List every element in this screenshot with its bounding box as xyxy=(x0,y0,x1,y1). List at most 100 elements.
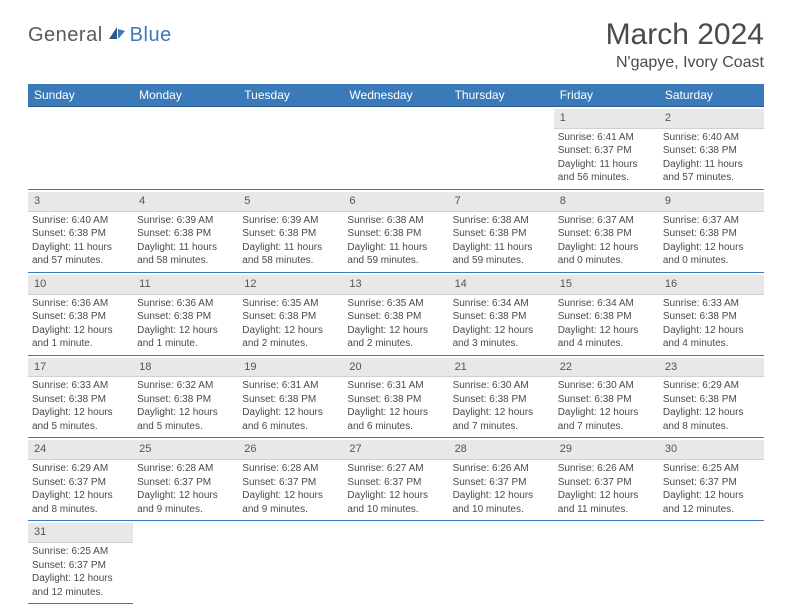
sunrise-text: Sunrise: 6:26 AM xyxy=(453,462,550,476)
weekday-header: Friday xyxy=(554,84,659,107)
sunset-text: Sunset: 6:37 PM xyxy=(663,476,760,490)
day-number: 29 xyxy=(554,440,659,460)
sunset-text: Sunset: 6:37 PM xyxy=(453,476,550,490)
sunset-text: Sunset: 6:37 PM xyxy=(242,476,339,490)
sail-icon xyxy=(107,25,127,46)
calendar-cell: 27Sunrise: 6:27 AMSunset: 6:37 PMDayligh… xyxy=(343,438,448,521)
daylight-text: Daylight: 12 hours and 3 minutes. xyxy=(453,324,550,351)
day-number: 24 xyxy=(28,440,133,460)
weekday-header: Saturday xyxy=(659,84,764,107)
calendar-week-row: 1Sunrise: 6:41 AMSunset: 6:37 PMDaylight… xyxy=(28,107,764,190)
sunset-text: Sunset: 6:38 PM xyxy=(347,310,444,324)
daylight-text: Daylight: 11 hours and 57 minutes. xyxy=(32,241,129,268)
daylight-text: Daylight: 11 hours and 58 minutes. xyxy=(242,241,339,268)
day-number: 17 xyxy=(28,358,133,378)
sunset-text: Sunset: 6:38 PM xyxy=(137,227,234,241)
sunrise-text: Sunrise: 6:26 AM xyxy=(558,462,655,476)
sunrise-text: Sunrise: 6:30 AM xyxy=(453,379,550,393)
calendar-cell xyxy=(133,521,238,604)
sunset-text: Sunset: 6:38 PM xyxy=(663,393,760,407)
daylight-text: Daylight: 12 hours and 1 minute. xyxy=(137,324,234,351)
daylight-text: Daylight: 12 hours and 10 minutes. xyxy=(453,489,550,516)
day-number: 25 xyxy=(133,440,238,460)
calendar-week-row: 3 Sunrise: 6:40 AM Sunset: 6:38 PM Daylight… xyxy=(28,189,764,272)
calendar-cell: 21Sunrise: 6:30 AMSunset: 6:38 PMDayligh… xyxy=(449,355,554,438)
logo-text-general: General xyxy=(28,24,103,47)
daylight-text: Daylight: 12 hours and 0 minutes. xyxy=(663,241,760,268)
daylight-text: Daylight: 12 hours and 2 minutes. xyxy=(347,324,444,351)
daylight-text: Daylight: 12 hours and 8 minutes. xyxy=(663,406,760,433)
calendar-cell xyxy=(238,107,343,190)
daylight-text: Daylight: 12 hours and 6 minutes. xyxy=(347,406,444,433)
sunrise-text: Sunrise: 6:31 AM xyxy=(242,379,339,393)
weekday-header: Thursday xyxy=(449,84,554,107)
calendar-cell: 31Sunrise: 6:25 AMSunset: 6:37 PMDayligh… xyxy=(28,521,133,604)
daylight-text: Daylight: 12 hours and 9 minutes. xyxy=(242,489,339,516)
daylight-text: Daylight: 11 hours and 59 minutes. xyxy=(347,241,444,268)
sunset-text: Sunset: 6:38 PM xyxy=(663,310,760,324)
sunset-text: Sunset: 6:38 PM xyxy=(453,227,550,241)
sunrise-text: Sunrise: 6:28 AM xyxy=(242,462,339,476)
sunrise-text: Sunrise: 6:30 AM xyxy=(558,379,655,393)
calendar-cell xyxy=(449,521,554,604)
weekday-header: Wednesday xyxy=(343,84,448,107)
calendar-cell: 25Sunrise: 6:28 AMSunset: 6:37 PMDayligh… xyxy=(133,438,238,521)
calendar-cell xyxy=(133,107,238,190)
calendar-cell: 23Sunrise: 6:29 AMSunset: 6:38 PMDayligh… xyxy=(659,355,764,438)
sunrise-text: Sunrise: 6:29 AM xyxy=(32,462,129,476)
calendar-cell: 19Sunrise: 6:31 AMSunset: 6:38 PMDayligh… xyxy=(238,355,343,438)
day-number: 27 xyxy=(343,440,448,460)
sunset-text: Sunset: 6:37 PM xyxy=(558,144,655,158)
calendar-cell xyxy=(659,521,764,604)
day-number: 21 xyxy=(449,358,554,378)
calendar-cell: 29Sunrise: 6:26 AMSunset: 6:37 PMDayligh… xyxy=(554,438,659,521)
calendar-cell: 16Sunrise: 6:33 AMSunset: 6:38 PMDayligh… xyxy=(659,272,764,355)
day-number: 3 xyxy=(28,192,133,212)
calendar-cell: 2Sunrise: 6:40 AMSunset: 6:38 PMDaylight… xyxy=(659,107,764,190)
calendar-cell xyxy=(28,107,133,190)
day-number: 14 xyxy=(449,275,554,295)
day-number: 4 xyxy=(133,192,238,212)
daylight-text: Daylight: 12 hours and 4 minutes. xyxy=(663,324,760,351)
daylight-text: Daylight: 12 hours and 12 minutes. xyxy=(663,489,760,516)
calendar-week-row: 24Sunrise: 6:29 AMSunset: 6:37 PMDayligh… xyxy=(28,438,764,521)
sunset-text: Sunset: 6:37 PM xyxy=(32,559,129,573)
day-number: 26 xyxy=(238,440,343,460)
sunrise-text: Sunrise: 6:41 AM xyxy=(558,131,655,145)
calendar-cell: 12Sunrise: 6:35 AMSunset: 6:38 PMDayligh… xyxy=(238,272,343,355)
day-number: 28 xyxy=(449,440,554,460)
sunset-text: Sunset: 6:37 PM xyxy=(137,476,234,490)
day-number: 22 xyxy=(554,358,659,378)
daylight-text: Daylight: 12 hours and 0 minutes. xyxy=(558,241,655,268)
calendar-cell: 28 Sunrise: 6:26 AMSunset: 6:37 PMDayligh… xyxy=(449,438,554,521)
weekday-header: Monday xyxy=(133,84,238,107)
sunset-text: Sunset: 6:38 PM xyxy=(32,310,129,324)
calendar-cell: 13Sunrise: 6:35 AMSunset: 6:38 PMDayligh… xyxy=(343,272,448,355)
daylight-text: Daylight: 12 hours and 1 minute. xyxy=(32,324,129,351)
daylight-text: Daylight: 12 hours and 12 minutes. xyxy=(32,572,129,599)
sunrise-text: Sunrise: 6:28 AM xyxy=(137,462,234,476)
day-number: 10 xyxy=(28,275,133,295)
daylight-text: Daylight: 12 hours and 7 minutes. xyxy=(453,406,550,433)
sunrise-text: Sunrise: 6:37 AM xyxy=(663,214,760,228)
sunrise-text: Sunrise: 6:39 AM xyxy=(137,214,234,228)
calendar-week-row: 17Sunrise: 6:33 AMSunset: 6:38 PMDayligh… xyxy=(28,355,764,438)
sunrise-text: Sunrise: 6:34 AM xyxy=(558,297,655,311)
sunrise-text: Sunrise: 6:36 AM xyxy=(32,297,129,311)
calendar-week-row: 10Sunrise: 6:36 AMSunset: 6:38 PMDayligh… xyxy=(28,272,764,355)
calendar-cell: 20Sunrise: 6:31 AMSunset: 6:38 PMDayligh… xyxy=(343,355,448,438)
daylight-text: Daylight: 12 hours and 10 minutes. xyxy=(347,489,444,516)
calendar-cell: 30Sunrise: 6:25 AMSunset: 6:37 PMDayligh… xyxy=(659,438,764,521)
sunrise-text: Sunrise: 6:32 AM xyxy=(137,379,234,393)
month-title: March 2024 xyxy=(606,18,764,52)
calendar-cell: 4Sunrise: 6:39 AMSunset: 6:38 PMDaylight… xyxy=(133,189,238,272)
calendar-cell: 17Sunrise: 6:33 AMSunset: 6:38 PMDayligh… xyxy=(28,355,133,438)
sunrise-text: Sunrise: 6:40 AM xyxy=(32,214,129,228)
calendar-cell: 24Sunrise: 6:29 AMSunset: 6:37 PMDayligh… xyxy=(28,438,133,521)
day-number: 7 xyxy=(449,192,554,212)
calendar-table: SundayMondayTuesdayWednesdayThursdayFrid… xyxy=(28,84,764,604)
calendar-cell xyxy=(554,521,659,604)
sunset-text: Sunset: 6:38 PM xyxy=(347,393,444,407)
weekday-header: Tuesday xyxy=(238,84,343,107)
calendar-cell: 3Sunrise: 6:40 AMSunset: 6:38 PMDaylight… xyxy=(28,189,133,272)
